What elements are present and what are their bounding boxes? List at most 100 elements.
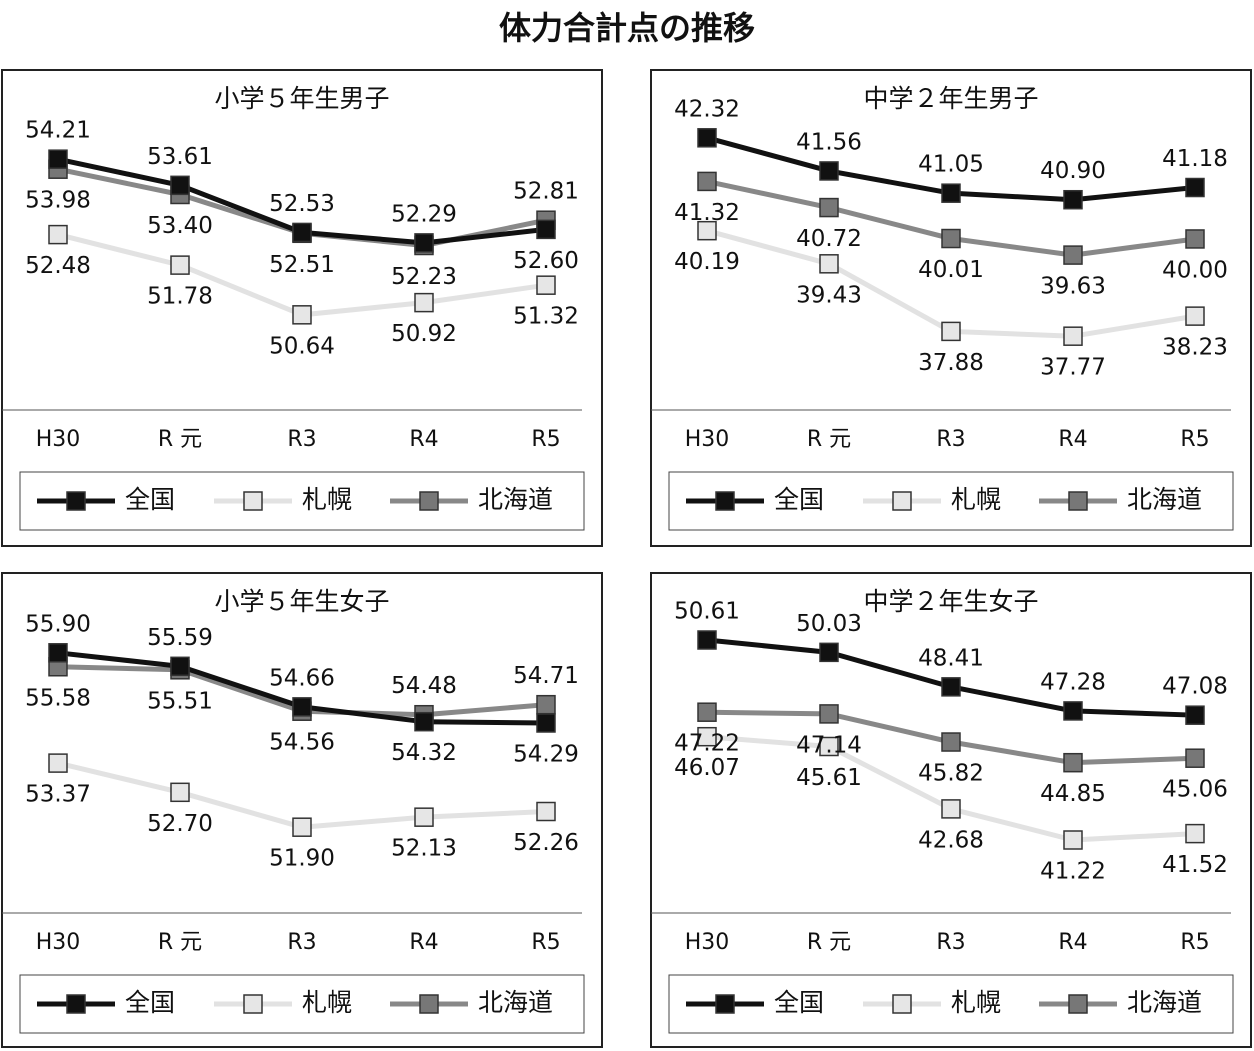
marker <box>170 175 190 196</box>
legend-label: 札幌 <box>951 988 1001 1017</box>
data-label: 53.40 <box>147 213 213 239</box>
panel-title: 小学５年生男子 <box>214 84 389 113</box>
x-tick-label: R3 <box>936 930 965 955</box>
data-label: 55.90 <box>25 611 91 637</box>
data-label: 52.13 <box>391 836 457 862</box>
legend-label: 北海道 <box>478 988 553 1017</box>
data-label: 53.98 <box>25 188 91 214</box>
data-label: 52.51 <box>269 252 335 278</box>
x-tick-label: R3 <box>287 930 316 955</box>
legend-marker <box>419 994 439 1014</box>
marker <box>536 275 556 295</box>
legend-label: 札幌 <box>302 988 352 1017</box>
data-label: 52.29 <box>391 201 457 227</box>
legend-marker <box>243 491 263 511</box>
data-label: 48.41 <box>918 645 984 671</box>
x-tick-label: H30 <box>36 930 81 955</box>
data-label: 41.52 <box>1162 852 1228 878</box>
figure-title: 体力合計点の推移 <box>499 9 755 47</box>
marker <box>48 149 68 169</box>
legend-label: 札幌 <box>302 485 352 514</box>
data-label: 52.26 <box>513 830 579 856</box>
marker <box>697 630 717 650</box>
data-label: 51.90 <box>269 846 335 872</box>
panel-frame <box>1 572 603 1048</box>
marker <box>1185 823 1205 844</box>
data-label: 53.61 <box>147 144 213 170</box>
marker <box>819 704 839 724</box>
data-label: 37.77 <box>1040 355 1106 381</box>
data-label: 40.72 <box>796 226 862 252</box>
data-label: 54.66 <box>269 665 335 691</box>
legend-label: 北海道 <box>1127 485 1202 514</box>
data-label: 41.32 <box>674 200 740 226</box>
x-tick-label: R3 <box>287 427 316 452</box>
legend-label: 札幌 <box>951 485 1001 514</box>
data-label: 39.63 <box>1040 274 1106 300</box>
panel-title: 中学２年生男子 <box>863 84 1038 113</box>
marker <box>414 711 434 732</box>
data-label: 39.43 <box>796 282 862 308</box>
data-label: 54.32 <box>391 740 457 766</box>
legend-label: 全国 <box>774 988 824 1017</box>
marker <box>697 128 717 148</box>
data-label: 54.48 <box>391 673 457 699</box>
x-tick-label: R 元 <box>158 930 202 955</box>
marker <box>941 321 961 342</box>
marker <box>1063 830 1083 850</box>
marker <box>414 233 434 253</box>
data-label: 46.07 <box>674 755 740 781</box>
marker <box>941 677 961 697</box>
data-label: 44.85 <box>1040 781 1106 807</box>
marker <box>819 197 839 218</box>
data-label: 53.37 <box>25 782 91 808</box>
data-label: 54.21 <box>25 118 91 144</box>
marker <box>819 642 839 663</box>
data-label: 54.56 <box>269 730 335 756</box>
marker <box>536 801 556 822</box>
marker <box>697 220 717 241</box>
marker <box>1063 245 1083 265</box>
marker <box>414 292 434 313</box>
marker <box>536 713 556 733</box>
legend-label: 全国 <box>125 485 175 514</box>
marker <box>1063 189 1083 210</box>
legend-marker <box>66 994 86 1014</box>
marker <box>941 228 961 249</box>
legend-marker <box>715 491 735 511</box>
data-label: 52.70 <box>147 811 213 837</box>
data-label: 50.92 <box>391 321 457 347</box>
legend-marker <box>892 491 912 511</box>
x-tick-label: R4 <box>1058 930 1087 955</box>
marker <box>1185 306 1205 326</box>
marker <box>819 254 839 274</box>
data-label: 47.14 <box>796 732 862 758</box>
marker <box>536 219 556 240</box>
data-label: 51.78 <box>147 284 213 310</box>
marker <box>941 799 961 819</box>
legend-marker <box>419 491 439 511</box>
legend-marker <box>66 491 86 511</box>
data-label: 40.00 <box>1162 257 1228 283</box>
marker <box>697 171 717 192</box>
marker <box>170 782 190 803</box>
x-tick-label: H30 <box>36 427 81 452</box>
data-label: 51.32 <box>513 304 579 330</box>
data-label: 55.58 <box>25 685 91 711</box>
panel: 小学５年生男子 H30 R 元 R3 R4 R5 54.21 52.48 53.98 53.61 5… <box>1 69 603 547</box>
data-label: 50.03 <box>796 611 862 637</box>
marker <box>941 732 961 752</box>
legend-marker <box>1068 994 1088 1014</box>
panel: 小学５年生女子 H30 R 元 R3 R4 R5 55.90 53.37 55.58 55.59 5… <box>1 572 603 1048</box>
data-label: 50.64 <box>269 333 335 359</box>
data-label: 40.19 <box>674 249 740 275</box>
marker <box>292 222 312 243</box>
x-tick-label: R5 <box>1180 930 1209 955</box>
data-label: 41.05 <box>918 152 984 178</box>
data-label: 47.28 <box>1040 669 1106 695</box>
x-tick-label: R4 <box>1058 427 1087 452</box>
x-tick-label: R 元 <box>807 930 851 955</box>
x-tick-label: R5 <box>1180 427 1209 452</box>
